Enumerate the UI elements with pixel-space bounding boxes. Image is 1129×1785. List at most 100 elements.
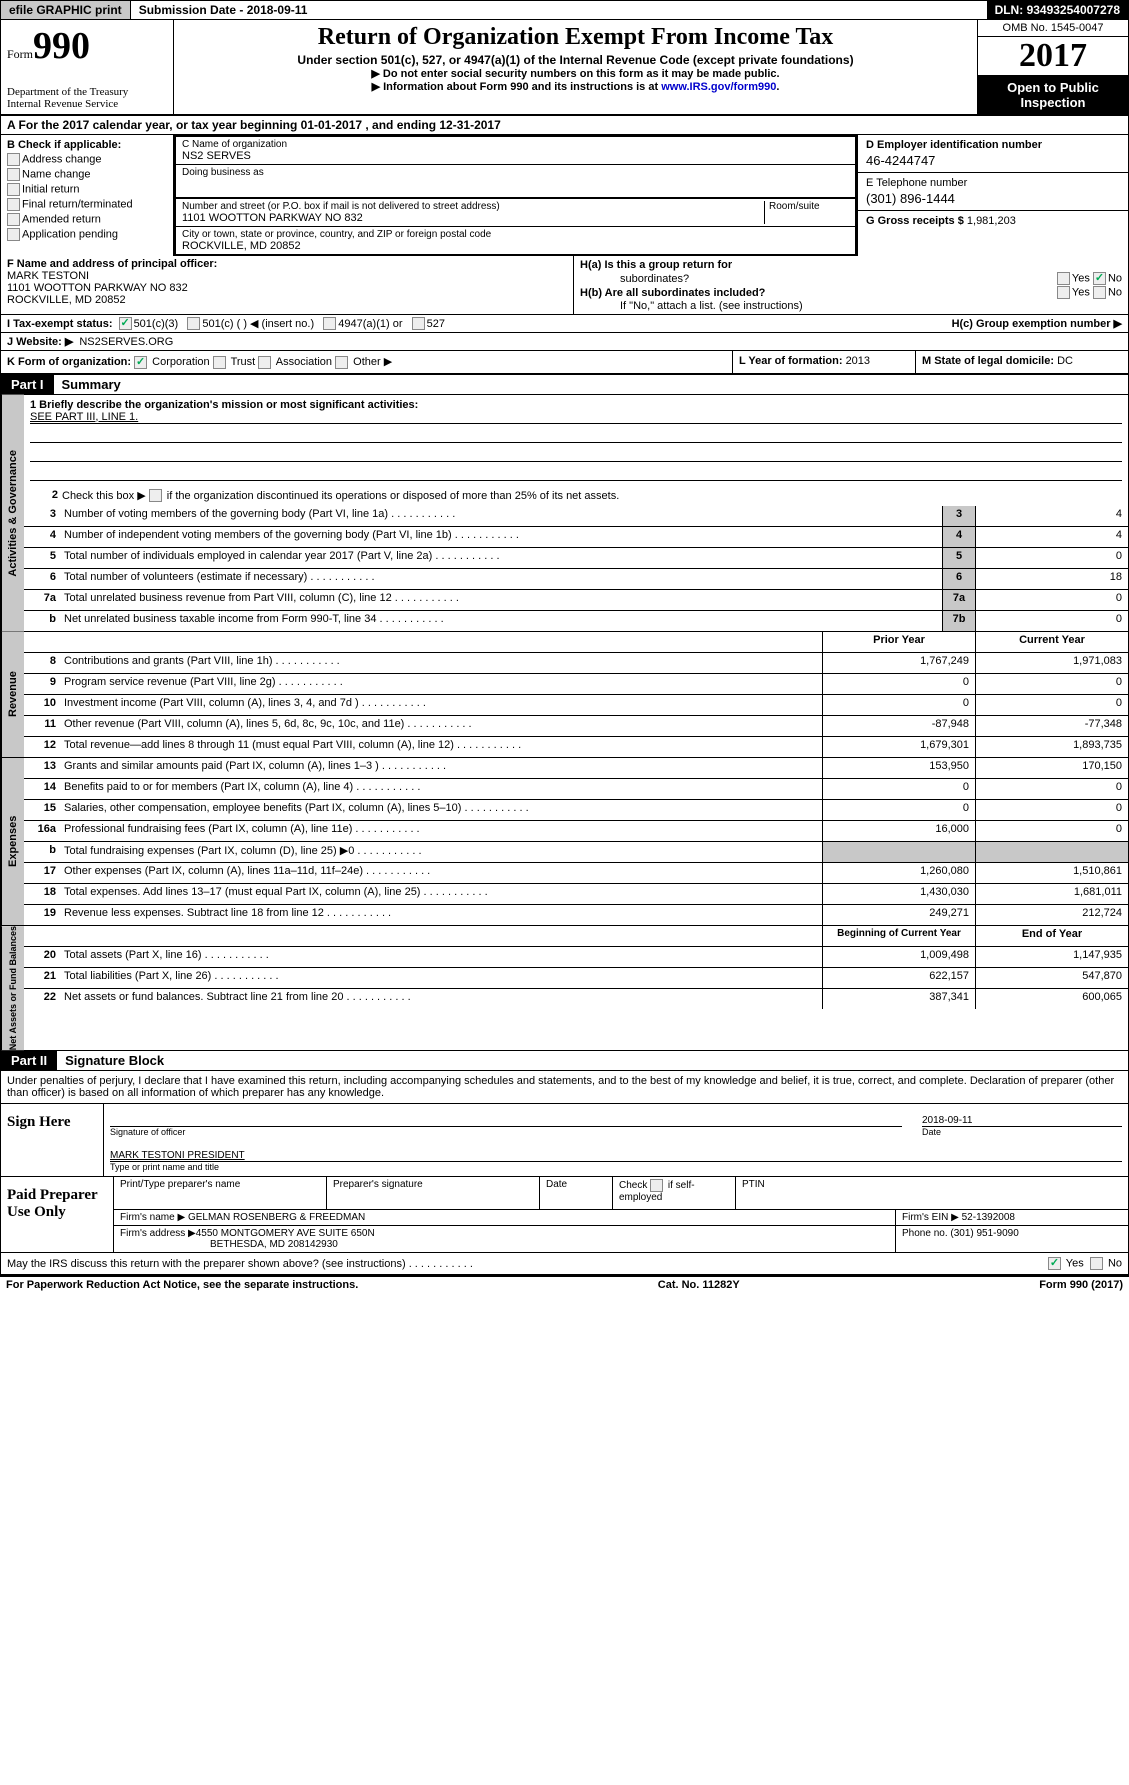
officer-address: 1101 WOOTTON PARKWAY NO 832 xyxy=(7,282,567,294)
form-title: Return of Organization Exempt From Incom… xyxy=(184,24,967,51)
state-domicile: DC xyxy=(1057,355,1073,367)
firm-address: 4550 MONTGOMERY AVE SUITE 650N xyxy=(196,1228,375,1239)
line-3-box: 3 xyxy=(942,506,975,526)
line-16a-prior: 16,000 xyxy=(822,821,975,841)
line-6-box: 6 xyxy=(942,569,975,589)
checkbox-name-change[interactable] xyxy=(7,168,20,181)
line-11-text: Other revenue (Part VIII, column (A), li… xyxy=(60,716,822,736)
top-bar: efile GRAPHIC print Submission Date - 20… xyxy=(0,0,1129,20)
submission-date: Submission Date - 2018-09-11 xyxy=(131,1,316,19)
checkbox-hb-yes[interactable] xyxy=(1057,286,1070,299)
line-15-prior: 0 xyxy=(822,800,975,820)
checkbox-ha-no[interactable] xyxy=(1093,272,1106,285)
checkbox-initial-return[interactable] xyxy=(7,183,20,196)
checkbox-other[interactable] xyxy=(335,356,348,369)
form-subtitle: Under section 501(c), 527, or 4947(a)(1)… xyxy=(184,53,967,67)
line-b-text: Total fundraising expenses (Part IX, col… xyxy=(60,842,822,862)
line-9-text: Program service revenue (Part VIII, line… xyxy=(60,674,822,694)
officer-name-title: MARK TESTONI PRESIDENT xyxy=(110,1150,245,1161)
line-4-box: 4 xyxy=(942,527,975,547)
line-5-text: Total number of individuals employed in … xyxy=(60,548,942,568)
section-b-checkboxes: B Check if applicable: Address change Na… xyxy=(1,135,174,256)
checkbox-amended-return[interactable] xyxy=(7,213,20,226)
line-b-text: Net unrelated business taxable income fr… xyxy=(60,611,942,631)
line-8-prior: 1,767,249 xyxy=(822,653,975,673)
checkbox-trust[interactable] xyxy=(213,356,226,369)
officer-label: F Name and address of principal officer: xyxy=(7,258,567,270)
end-year-header: End of Year xyxy=(975,926,1128,946)
checkbox-address-change[interactable] xyxy=(7,153,20,166)
checkbox-527[interactable] xyxy=(412,317,425,330)
line-7a-text: Total unrelated business revenue from Pa… xyxy=(60,590,942,610)
line-13-prior: 153,950 xyxy=(822,758,975,778)
line-15-text: Salaries, other compensation, employee b… xyxy=(60,800,822,820)
line-6-value: 18 xyxy=(975,569,1128,589)
org-address: 1101 WOOTTON PARKWAY NO 832 xyxy=(182,212,764,224)
discuss-question: May the IRS discuss this return with the… xyxy=(7,1258,473,1270)
firm-name: GELMAN ROSENBERG & FREEDMAN xyxy=(188,1212,365,1223)
line-17-text: Other expenses (Part IX, column (A), lin… xyxy=(60,863,822,883)
checkbox-501c[interactable] xyxy=(187,317,200,330)
dln: DLN: 93493254007278 xyxy=(987,1,1128,19)
vtab-expenses: Expenses xyxy=(1,758,24,925)
checkbox-501c3[interactable] xyxy=(119,317,132,330)
checkbox-4947[interactable] xyxy=(323,317,336,330)
ein-label: D Employer identification number xyxy=(866,139,1120,151)
website-label: J Website: ▶ xyxy=(7,335,73,348)
line-5-value: 0 xyxy=(975,548,1128,568)
irs-link[interactable]: www.IRS.gov/form990 xyxy=(661,81,776,93)
line-18-current: 1,681,011 xyxy=(975,884,1128,904)
line-14-prior: 0 xyxy=(822,779,975,799)
line-4-text: Number of independent voting members of … xyxy=(60,527,942,547)
line-14-text: Benefits paid to or for members (Part IX… xyxy=(60,779,822,799)
ssn-note: ▶ Do not enter social security numbers o… xyxy=(184,67,967,80)
prior-year-header: Prior Year xyxy=(822,632,975,652)
addr-label: Number and street (or P.O. box if mail i… xyxy=(182,201,764,212)
checkbox-discuss-yes[interactable] xyxy=(1048,1257,1061,1270)
line-12-current: 1,893,735 xyxy=(975,737,1128,757)
line-15-current: 0 xyxy=(975,800,1128,820)
line-22-prior: 387,341 xyxy=(822,989,975,1009)
room-label: Room/suite xyxy=(769,201,849,212)
line-13-text: Grants and similar amounts paid (Part IX… xyxy=(60,758,822,778)
checkbox-hb-no[interactable] xyxy=(1093,286,1106,299)
checkbox-final-return[interactable] xyxy=(7,198,20,211)
form-header: Form990 Department of the Treasury Inter… xyxy=(0,20,1129,116)
line-10-prior: 0 xyxy=(822,695,975,715)
line-b-current xyxy=(975,842,1128,862)
line-b-prior xyxy=(822,842,975,862)
omb-number: OMB No. 1545-0047 xyxy=(978,20,1128,37)
year-formation: 2013 xyxy=(846,355,870,367)
checkbox-association[interactable] xyxy=(258,356,271,369)
line-21-current: 547,870 xyxy=(975,968,1128,988)
line-8-current: 1,971,083 xyxy=(975,653,1128,673)
line-18-text: Total expenses. Add lines 13–17 (must eq… xyxy=(60,884,822,904)
line-19-text: Revenue less expenses. Subtract line 18 … xyxy=(60,905,822,925)
hc-label: H(c) Group exemption number ▶ xyxy=(952,317,1122,330)
line-11-current: -77,348 xyxy=(975,716,1128,736)
website-value: NS2SERVES.ORG xyxy=(79,336,173,348)
line-8-text: Contributions and grants (Part VIII, lin… xyxy=(60,653,822,673)
hb-note: If "No," attach a list. (see instruction… xyxy=(620,300,1122,312)
part-1-header: Part I Summary xyxy=(0,375,1129,394)
checkbox-discuss-no[interactable] xyxy=(1090,1257,1103,1270)
checkbox-corporation[interactable] xyxy=(134,356,147,369)
line-19-prior: 249,271 xyxy=(822,905,975,925)
org-city: ROCKVILLE, MD 20852 xyxy=(182,240,849,252)
line-9-prior: 0 xyxy=(822,674,975,694)
tax-exempt-label: I Tax-exempt status: xyxy=(7,318,113,330)
checkbox-discontinued[interactable] xyxy=(149,489,162,502)
phone-label: E Telephone number xyxy=(866,177,1120,189)
line-22-current: 600,065 xyxy=(975,989,1128,1009)
sign-here-label: Sign Here xyxy=(1,1104,104,1176)
mission-label: 1 Briefly describe the organization's mi… xyxy=(30,399,1122,411)
checkbox-application-pending[interactable] xyxy=(7,228,20,241)
phone-value: (301) 896-1444 xyxy=(866,191,1120,206)
line-16a-current: 0 xyxy=(975,821,1128,841)
line-17-current: 1,510,861 xyxy=(975,863,1128,883)
efile-button[interactable]: efile GRAPHIC print xyxy=(1,1,131,19)
checkbox-self-employed[interactable] xyxy=(650,1179,663,1192)
checkbox-ha-yes[interactable] xyxy=(1057,272,1070,285)
line-9-current: 0 xyxy=(975,674,1128,694)
part-2-header: Part II Signature Block xyxy=(0,1051,1129,1070)
